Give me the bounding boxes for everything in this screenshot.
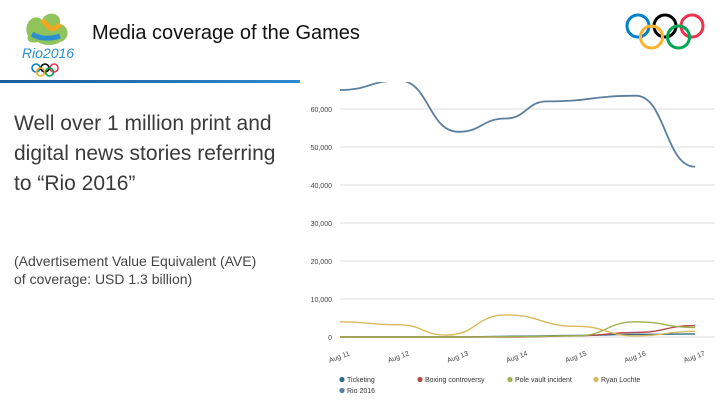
series-line-rio-2016: [339, 82, 696, 168]
headline-text: Well over 1 million print and digital ne…: [14, 112, 276, 195]
y-tick-label: 20,000: [311, 259, 333, 266]
logo-figure-orange: [40, 18, 62, 32]
rio-2016-logo: Rio2016: [22, 13, 74, 77]
legend-marker: [507, 376, 513, 383]
olympic-rings-icon: [625, 13, 705, 50]
y-tick-label: 40,000: [311, 183, 333, 190]
legend-label: Boxing controversy: [425, 377, 485, 384]
series-line-ryan-lochte: [339, 314, 696, 337]
logo-figure-blue: [30, 31, 61, 41]
y-tick-label: 10,000: [311, 297, 333, 304]
legend-marker: [417, 376, 423, 383]
legend-marker: [339, 376, 345, 383]
series-line-pole-vault-incident: [340, 321, 696, 338]
slide-title: Media coverage of the Games: [92, 22, 360, 44]
x-tick-label: Aug 17: [683, 350, 706, 364]
legend-label: Ticketing: [347, 377, 375, 384]
logo-text: Rio2016: [22, 45, 74, 61]
x-tick-label: Aug 13: [446, 350, 469, 364]
legend-label: Ryan Lochte: [601, 377, 640, 384]
coverage-line-chart: 0 10,000 20,000 30,000 40,000 50,000 60,000 Aug…: [311, 82, 715, 395]
logo-rings: [31, 63, 59, 77]
y-tick-label: 0: [328, 335, 332, 342]
x-tick-label: Aug 16: [624, 350, 647, 364]
legend-label: Rio 2016: [347, 388, 375, 395]
y-tick-label: 30,000: [311, 221, 333, 228]
title-divider: [0, 80, 300, 83]
x-tick-label: Aug 14: [505, 350, 528, 364]
legend-label: Pole vault incident: [515, 377, 572, 384]
x-tick-label: Aug 11: [328, 351, 351, 365]
x-tick-label: Aug 12: [387, 350, 410, 364]
ave-note: (Advertisement Value Equivalent (AVE) of…: [14, 253, 257, 287]
y-tick-label: 50,000: [311, 145, 333, 152]
x-tick-label: Aug 15: [565, 350, 588, 364]
legend-marker: [593, 376, 599, 383]
y-tick-label: 60,000: [311, 107, 333, 114]
legend-marker: [339, 387, 345, 394]
